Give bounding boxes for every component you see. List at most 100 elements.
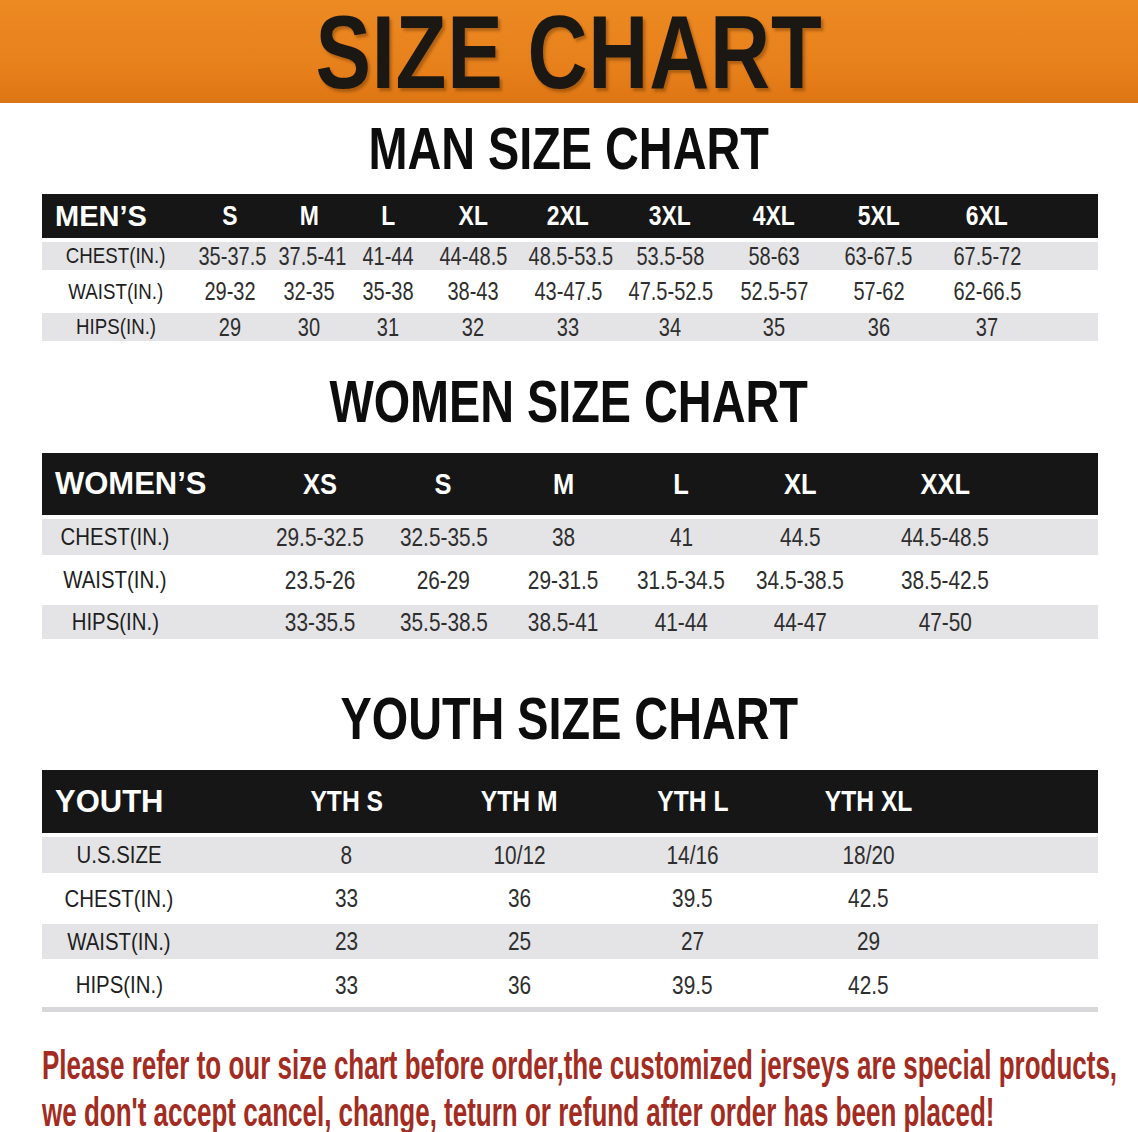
value-cell: 30 xyxy=(270,313,348,342)
value-cell: 33 xyxy=(518,313,618,342)
value-text: 23.5-26 xyxy=(285,565,356,596)
value-text: 34.5-38.5 xyxy=(756,565,844,596)
size-table: YOUTHYTH SYTH MYTH LYTH XLU.S.SIZE810/12… xyxy=(42,770,1098,1007)
value-cell: 32.5-35.5 xyxy=(382,522,505,553)
value-text: 29 xyxy=(857,926,880,957)
value-cell: 36 xyxy=(433,883,606,914)
section-title-text: WOMEN SIZE CHART xyxy=(330,372,808,432)
value-cell: 41-44 xyxy=(622,607,740,638)
value-text: 47-50 xyxy=(918,607,971,638)
column-header: L xyxy=(348,201,428,232)
value-cell: 44.5-48.5 xyxy=(860,522,1030,553)
value-text: 18/20 xyxy=(842,840,894,871)
column-header-text: 6XL xyxy=(966,201,1008,232)
column-header: S xyxy=(190,201,270,232)
value-cell: 33-35.5 xyxy=(258,607,382,638)
row-label: HIPS(IN.) xyxy=(42,608,258,636)
value-cell: 41-44 xyxy=(348,242,428,271)
value-text: 63-67.5 xyxy=(845,242,913,271)
column-header: M xyxy=(505,467,622,501)
column-header-text: L xyxy=(381,201,395,232)
value-text: 35.5-38.5 xyxy=(400,607,488,638)
size-table: MEN’SSMLXL2XL3XL4XL5XL6XLCHEST(IN.)35-37… xyxy=(42,194,1098,345)
size-table: WOMEN’SXSSMLXLXXLCHEST(IN.)29.5-32.532.5… xyxy=(42,453,1098,643)
value-text: 31 xyxy=(377,313,399,342)
section-title: YOUTH SIZE CHART xyxy=(0,643,1138,770)
column-header: L xyxy=(622,467,740,501)
column-header-text: XS xyxy=(303,467,337,501)
value-text: 41-44 xyxy=(654,607,707,638)
row-label: CHEST(IN.) xyxy=(42,523,258,551)
table-row: HIPS(IN.)333639.542.5 xyxy=(42,963,1098,1007)
value-text: 23 xyxy=(335,926,358,957)
value-cell: 43-47.5 xyxy=(518,277,618,306)
value-text: 8 xyxy=(341,840,353,871)
row-label-text: WAIST(IN.) xyxy=(69,279,164,305)
value-cell: 18/20 xyxy=(779,840,958,871)
value-text: 29-31.5 xyxy=(528,565,599,596)
column-header-text: YTH S xyxy=(310,785,383,818)
value-text: 41 xyxy=(669,522,692,553)
value-cell: 62-66.5 xyxy=(931,277,1043,306)
table-row: HIPS(IN.)293031323334353637 xyxy=(42,309,1098,345)
row-label: HIPS(IN.) xyxy=(42,971,260,999)
column-header-text: YTH XL xyxy=(825,785,913,818)
value-text: 36 xyxy=(508,883,531,914)
value-cell: 29 xyxy=(779,926,958,957)
value-cell: 47-50 xyxy=(860,607,1030,638)
disclaimer-line-2: we don't accept cancel, change, teturn o… xyxy=(42,1089,754,1132)
value-text: 32 xyxy=(462,313,484,342)
size-chart-page: SIZE CHART MAN SIZE CHARTMEN’SSMLXL2XL3X… xyxy=(0,0,1138,1132)
table-header-label: WOMEN’S xyxy=(42,466,258,502)
value-cell: 38.5-42.5 xyxy=(860,565,1030,596)
column-header: YTH XL xyxy=(779,785,958,818)
banner-title: SIZE CHART xyxy=(315,0,822,104)
value-text: 35-37.5 xyxy=(198,242,266,271)
row-label: WAIST(IN.) xyxy=(42,566,258,594)
value-cell: 23 xyxy=(260,926,433,957)
column-header: XL xyxy=(428,201,518,232)
disclaimer-line-1: Please refer to our size chart before or… xyxy=(42,1042,754,1089)
row-label-text: HIPS(IN.) xyxy=(75,971,162,999)
value-cell: 38 xyxy=(505,522,622,553)
value-cell: 32 xyxy=(428,313,518,342)
column-header-text: S xyxy=(222,201,237,232)
table-row: WAIST(IN.)23.5-2626-2929-31.531.5-34.534… xyxy=(42,559,1098,601)
value-text: 34 xyxy=(659,313,681,342)
value-cell: 31.5-34.5 xyxy=(622,565,740,596)
value-text: 57-62 xyxy=(853,277,904,306)
value-text: 29.5-32.5 xyxy=(276,522,364,553)
size-chart-banner: SIZE CHART xyxy=(0,0,1138,103)
value-text: 37 xyxy=(976,313,998,342)
value-cell: 33 xyxy=(260,970,433,1001)
table-header-row: WOMEN’SXSSMLXLXXL xyxy=(42,453,1098,515)
value-text: 30 xyxy=(298,313,320,342)
value-cell: 29-32 xyxy=(190,277,270,306)
column-header: YTH S xyxy=(260,785,433,818)
value-text: 38-43 xyxy=(447,277,498,306)
value-text: 14/16 xyxy=(666,840,718,871)
column-header-text: 2XL xyxy=(547,201,589,232)
value-text: 33 xyxy=(335,970,358,1001)
table-header-label: MEN’S xyxy=(42,200,190,233)
table-row: CHEST(IN.)29.5-32.532.5-35.5384144.544.5… xyxy=(42,515,1098,559)
row-label-text: WAIST(IN.) xyxy=(67,928,171,956)
value-cell: 58-63 xyxy=(722,242,826,271)
value-text: 33 xyxy=(335,883,358,914)
table-row: HIPS(IN.)33-35.535.5-38.538.5-4141-4444-… xyxy=(42,601,1098,643)
row-label: CHEST(IN.) xyxy=(42,885,260,913)
row-label: WAIST(IN.) xyxy=(42,279,190,305)
value-text: 42.5 xyxy=(848,970,888,1001)
column-header: 2XL xyxy=(518,201,618,232)
column-header: 5XL xyxy=(826,201,931,232)
value-cell: 48.5-53.5 xyxy=(518,242,618,271)
column-header-text: XL xyxy=(458,201,487,232)
column-header-text: XXL xyxy=(920,467,970,501)
value-cell: 23.5-26 xyxy=(258,565,382,596)
value-text: 67.5-72 xyxy=(953,242,1021,271)
value-text: 33-35.5 xyxy=(285,607,356,638)
value-text: 27 xyxy=(681,926,704,957)
column-header-text: 4XL xyxy=(753,201,795,232)
value-cell: 36 xyxy=(433,970,606,1001)
value-cell: 29.5-32.5 xyxy=(258,522,382,553)
